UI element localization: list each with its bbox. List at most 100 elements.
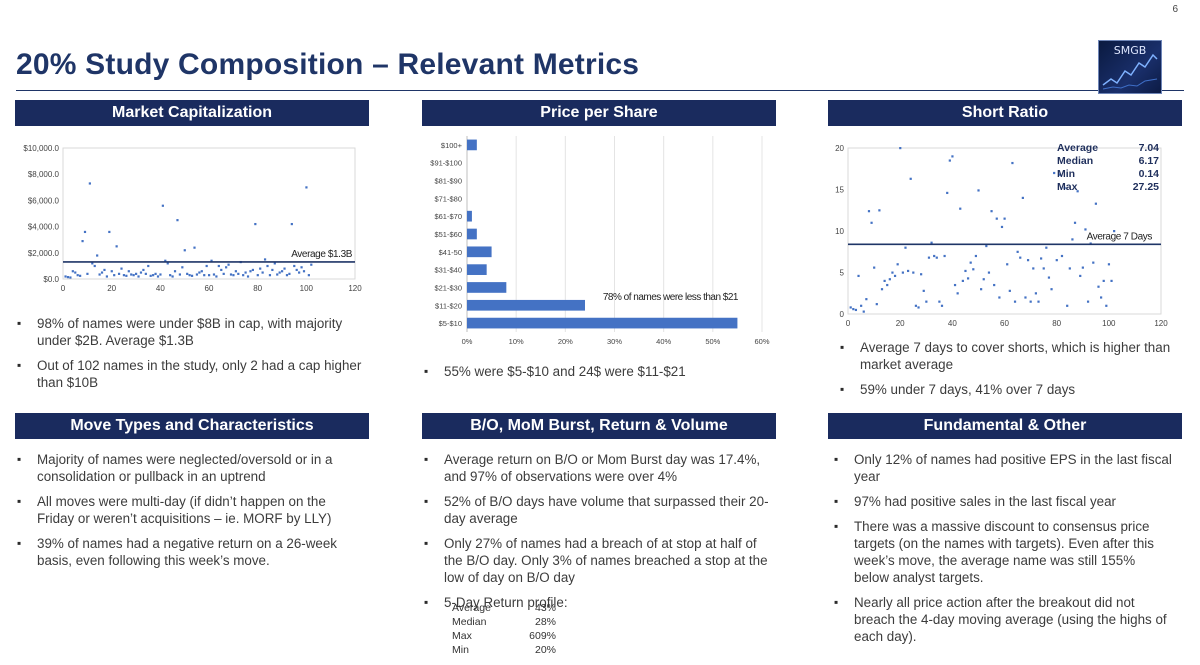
data-point xyxy=(883,279,886,282)
data-point xyxy=(1042,267,1045,270)
data-point xyxy=(904,246,907,249)
data-point xyxy=(302,270,306,273)
data-point xyxy=(186,272,189,275)
bar xyxy=(467,264,487,275)
data-point xyxy=(93,264,96,268)
list-item: Average 7 days to cover shorts, which is… xyxy=(838,339,1173,373)
list-item: 52% of B/O days have volume that surpass… xyxy=(422,493,774,527)
data-point xyxy=(307,274,310,277)
data-point xyxy=(1003,217,1006,220)
table-row: Average 43% xyxy=(452,601,556,615)
data-point xyxy=(244,271,247,274)
data-point xyxy=(1016,250,1019,253)
y-tick-label: $6,000.0 xyxy=(28,196,60,205)
x-tick-label: 40 xyxy=(156,284,165,293)
data-point xyxy=(982,278,985,281)
x-tick-label: 30% xyxy=(607,337,622,346)
data-point xyxy=(935,256,938,259)
y-tick-label: 10 xyxy=(835,227,844,236)
list-item: Only 12% of names had positive EPS in th… xyxy=(832,451,1172,485)
short-ratio-bullets: Average 7 days to cover shorts, which is… xyxy=(838,339,1173,406)
data-point xyxy=(998,296,1001,299)
data-point xyxy=(115,245,118,248)
data-point xyxy=(190,274,194,277)
move-types-header: Move Types and Characteristics xyxy=(15,413,369,439)
plot-area xyxy=(847,147,1162,315)
page-number: 6 xyxy=(1172,4,1178,15)
data-point xyxy=(909,177,912,180)
data-point xyxy=(152,274,155,277)
data-point xyxy=(278,271,281,274)
data-point xyxy=(225,266,228,269)
data-point xyxy=(1110,279,1113,282)
data-point xyxy=(261,271,264,274)
data-point xyxy=(268,274,272,277)
data-point xyxy=(1102,279,1105,282)
data-point xyxy=(987,271,991,274)
data-point xyxy=(178,273,181,276)
stat-value: 6.17 xyxy=(1139,155,1160,167)
bar xyxy=(467,210,472,222)
data-point xyxy=(1079,274,1082,278)
data-point xyxy=(857,274,860,278)
y-tick-label: $51-$60 xyxy=(434,230,462,239)
list-item: 39% of names had a negative return on a … xyxy=(15,535,365,569)
data-point xyxy=(925,300,928,303)
bar xyxy=(467,282,507,293)
data-point xyxy=(113,274,116,277)
data-point xyxy=(181,266,184,269)
y-tick-label: $71-$80 xyxy=(434,194,462,203)
data-point xyxy=(215,275,218,278)
data-point xyxy=(105,275,108,278)
x-tick-label: 20 xyxy=(896,319,905,328)
data-point xyxy=(81,240,84,243)
data-point xyxy=(888,278,891,281)
y-tick-label: 0 xyxy=(840,310,845,319)
table-row: Median 28% xyxy=(452,615,556,629)
data-point xyxy=(130,273,133,276)
data-point xyxy=(88,182,91,185)
data-point xyxy=(173,270,177,273)
data-point xyxy=(161,204,164,207)
data-point xyxy=(212,273,216,276)
data-point xyxy=(1066,304,1069,307)
average-label: Average 7 Days xyxy=(1087,231,1153,242)
data-point xyxy=(222,272,225,275)
x-tick-label: 0 xyxy=(61,284,66,293)
list-item: There was a massive discount to consensu… xyxy=(832,518,1172,586)
x-tick-label: 100 xyxy=(1102,319,1116,328)
data-point xyxy=(71,270,74,273)
y-tick-label: $0.0 xyxy=(43,275,59,284)
data-point xyxy=(300,266,303,269)
data-point xyxy=(972,268,975,271)
data-point xyxy=(120,267,123,270)
x-tick-label: 20 xyxy=(107,284,116,293)
y-tick-label: $10,000.0 xyxy=(23,144,59,153)
price-per-share-bar-chart: 0% 10% 20% 30% 40% 50% 60% $100+ $91-$100 $81-$90… xyxy=(430,136,770,346)
stat-label: Min xyxy=(1057,168,1075,180)
data-point xyxy=(1045,246,1048,249)
data-point xyxy=(122,274,126,277)
data-point xyxy=(210,259,213,262)
data-point xyxy=(79,274,82,277)
data-point xyxy=(164,259,167,262)
data-point xyxy=(74,271,77,274)
y-tick-label: $31-$40 xyxy=(434,266,462,275)
move-types-bullets: Majority of names were neglected/oversol… xyxy=(15,451,365,577)
data-point xyxy=(256,274,259,277)
data-point xyxy=(144,272,147,275)
data-point xyxy=(283,267,286,270)
data-point xyxy=(1086,300,1090,303)
data-point xyxy=(103,268,106,272)
data-point xyxy=(1100,296,1103,299)
data-point xyxy=(870,221,873,224)
data-point xyxy=(108,230,111,234)
data-point xyxy=(259,267,262,270)
data-point xyxy=(912,271,915,274)
x-tick-label: 60 xyxy=(205,284,214,293)
data-point xyxy=(1063,186,1066,190)
data-point xyxy=(969,261,972,264)
y-tick-label: $21-$30 xyxy=(434,283,462,292)
data-point xyxy=(1053,171,1056,175)
page-title: 20% Study Composition – Relevant Metrics xyxy=(16,48,640,81)
